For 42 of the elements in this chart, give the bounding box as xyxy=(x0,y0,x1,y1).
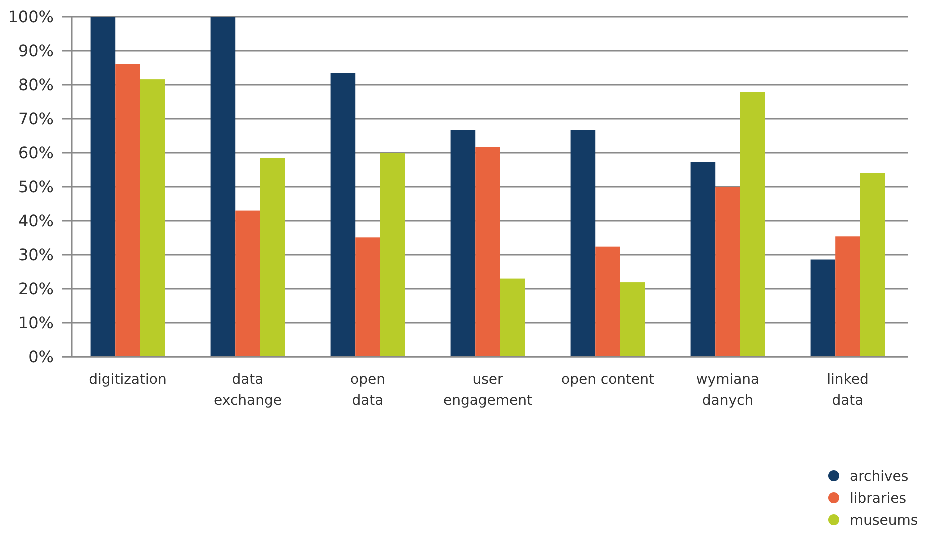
bar xyxy=(596,246,620,357)
x-tick-label: open data xyxy=(350,372,386,409)
bar xyxy=(450,130,476,357)
x-tick-label: open content xyxy=(562,372,655,388)
bar xyxy=(260,158,286,357)
bar xyxy=(210,17,236,357)
bar xyxy=(570,130,596,357)
y-tick-label: 50% xyxy=(18,178,54,197)
y-tick-label: 30% xyxy=(18,246,54,265)
legend-label: libraries xyxy=(850,490,907,507)
y-tick-label: 90% xyxy=(18,42,54,61)
x-tick-label: data exchange xyxy=(214,372,282,409)
bar xyxy=(330,73,356,357)
y-tick-label: 20% xyxy=(18,280,54,299)
bar xyxy=(356,238,380,357)
bar xyxy=(740,92,766,357)
y-tick-label: 0% xyxy=(28,348,54,367)
bar xyxy=(236,210,260,357)
y-tick-label: 40% xyxy=(18,212,54,231)
bar xyxy=(836,236,860,357)
bar xyxy=(620,282,646,357)
x-tick-label: digitization xyxy=(89,372,167,388)
y-tick-label: 100% xyxy=(8,8,54,27)
x-tick-label: wymiana danych xyxy=(696,372,760,409)
bar xyxy=(380,153,406,357)
legend-label: archives xyxy=(850,468,909,485)
bar xyxy=(860,173,886,357)
x-tick-label: linked data xyxy=(827,372,869,409)
bar xyxy=(500,278,526,357)
bar xyxy=(476,147,500,357)
bar xyxy=(810,260,836,357)
bar xyxy=(140,80,166,357)
x-tick-label: user engagement xyxy=(443,372,534,409)
bar xyxy=(90,17,116,357)
bar xyxy=(690,162,716,357)
y-tick-label: 80% xyxy=(18,76,54,95)
y-tick-label: 60% xyxy=(18,144,54,163)
y-tick-label: 10% xyxy=(18,314,54,333)
legend-label: museums xyxy=(850,512,918,529)
y-tick-label: 70% xyxy=(18,110,54,129)
bar xyxy=(116,64,140,357)
bar xyxy=(716,187,740,357)
